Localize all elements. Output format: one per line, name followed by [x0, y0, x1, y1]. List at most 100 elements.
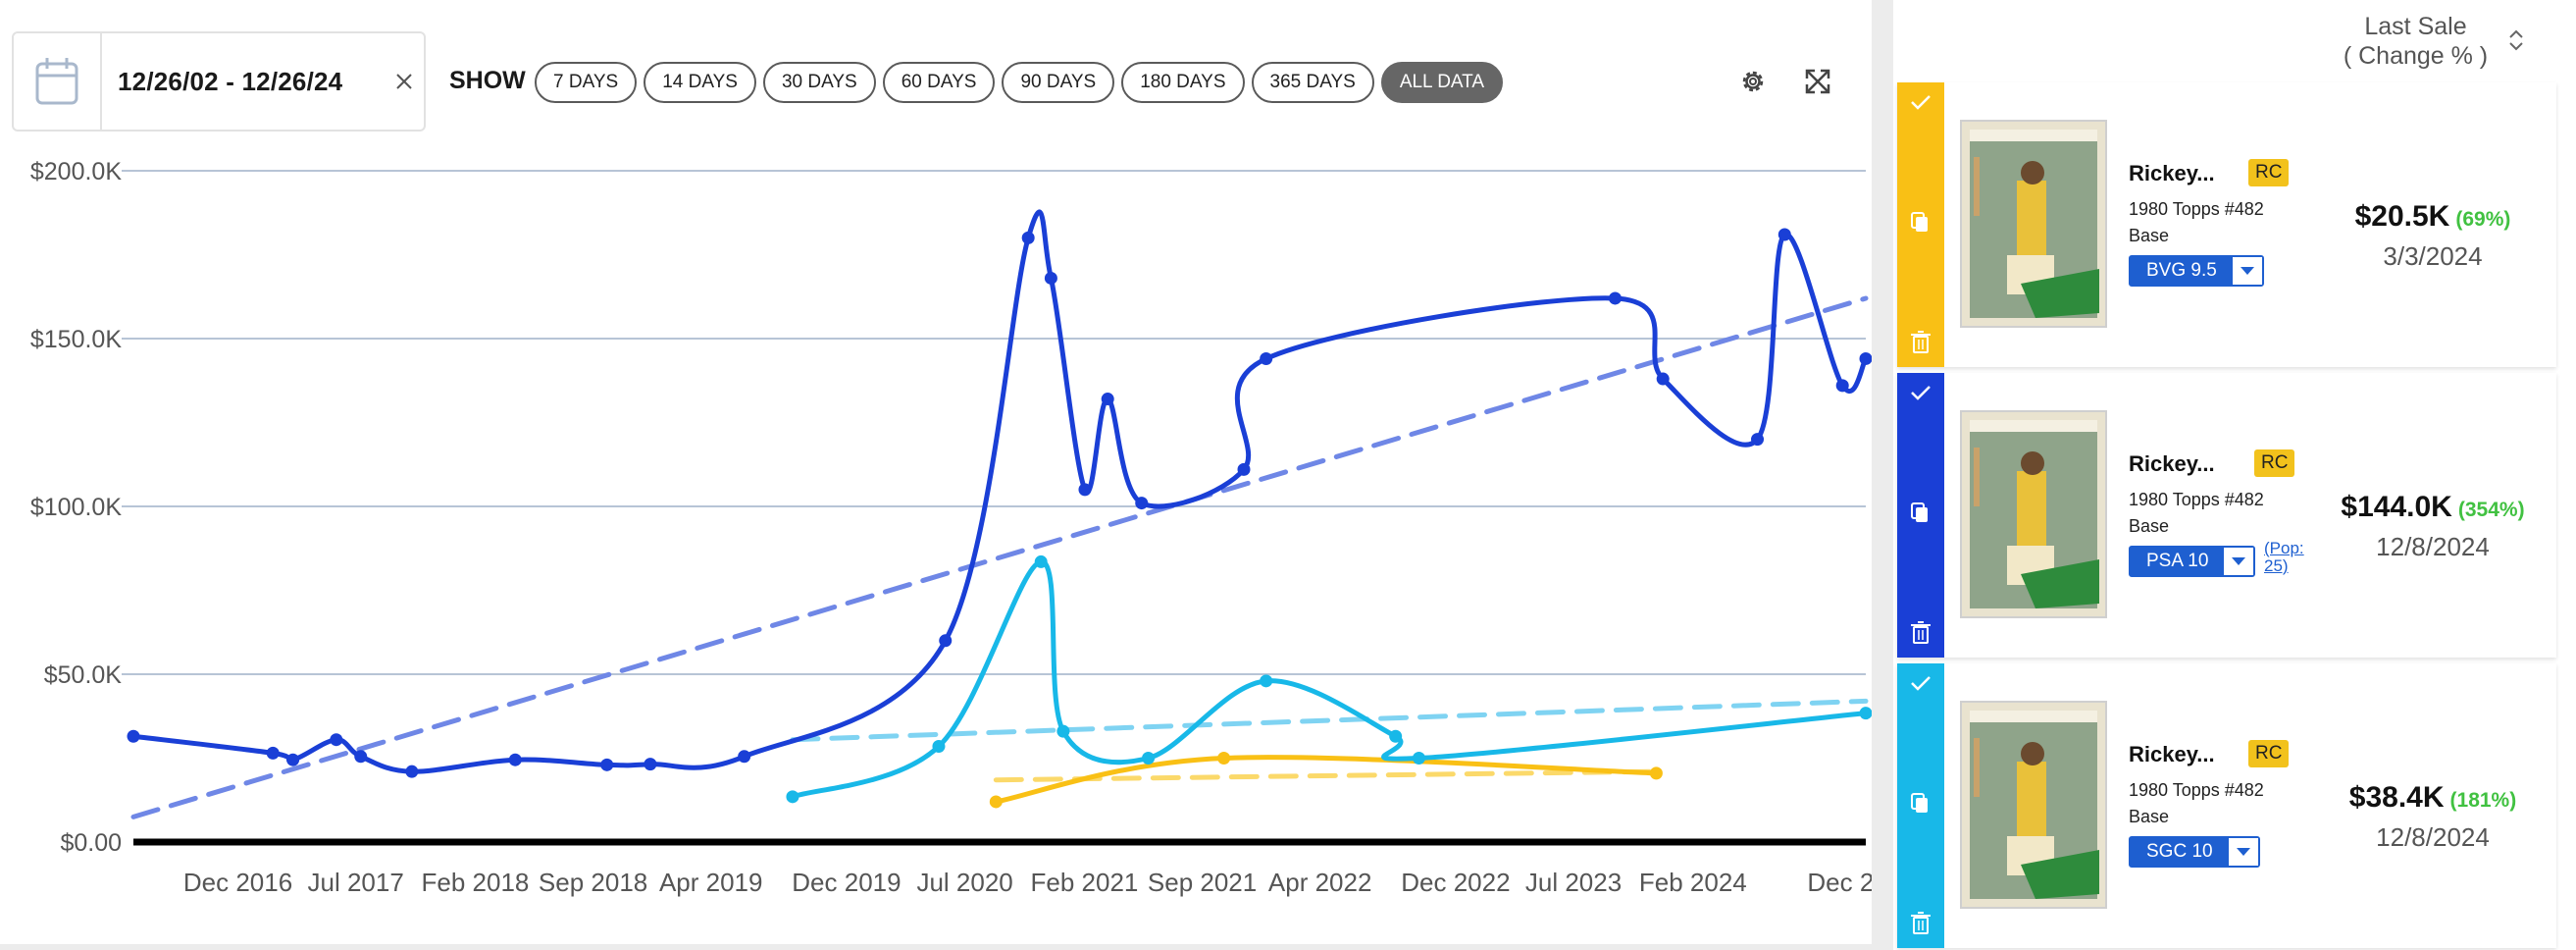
copy-icon[interactable] — [1909, 791, 1932, 821]
population-link[interactable]: (Pop: 25) — [2264, 539, 2304, 575]
range-7-days-button[interactable]: 7 DAYS — [535, 62, 638, 103]
range-14-days-button[interactable]: 14 DAYS — [644, 62, 756, 103]
series-line — [130, 209, 1869, 774]
card-set-name: 1980 Topps #482 — [2129, 199, 2264, 219]
range-90-days-button[interactable]: 90 DAYS — [1002, 62, 1115, 103]
check-icon[interactable] — [1909, 383, 1932, 407]
data-point — [1649, 766, 1663, 780]
grade-value[interactable]: PSA 10 — [2131, 548, 2225, 575]
range-365-days-button[interactable]: 365 DAYS — [1251, 62, 1374, 103]
data-point — [1237, 462, 1251, 476]
bottom-border — [0, 944, 1872, 950]
sort-header-subtitle[interactable]: ( Change % ) — [2343, 42, 2489, 70]
price-chart: $0.00 $50.0K $100.0K $150.0K $200.0K Dec 2016… — [30, 158, 1872, 897]
grade-value[interactable]: SGC 10 — [2131, 838, 2229, 866]
calendar-icon[interactable] — [14, 33, 102, 130]
data-point — [266, 746, 280, 760]
data-point — [1608, 291, 1622, 305]
x-tick-label: Apr 2019 — [659, 868, 763, 897]
card-item[interactable]: Rickey... RC 1980 Topps #482 Base PSA 10… — [1897, 373, 2556, 658]
chevron-down-icon[interactable] — [2228, 838, 2258, 866]
data-point — [1260, 352, 1273, 366]
y-tick-label: $150.0K — [30, 326, 122, 353]
card-image[interactable] — [1960, 410, 2107, 618]
last-sale-price: $38.4K — [2348, 781, 2445, 814]
card-player-name[interactable]: Rickey... — [2129, 161, 2215, 185]
last-sale-price: $20.5K — [2354, 200, 2450, 233]
card-item[interactable]: Rickey... RC 1980 Topps #482 Base SGC 10… — [1897, 663, 2556, 948]
data-point — [738, 750, 751, 764]
y-tick-label: $200.0K — [30, 158, 122, 185]
chart-panel: $0.00 $50.0K $100.0K $150.0K $200.0K Dec 2016… — [12, 31, 1872, 897]
data-point — [1142, 752, 1156, 765]
date-range-picker[interactable]: 12/26/02 - 12/26/24 — [12, 31, 426, 132]
card-variant: Base — [2129, 516, 2170, 536]
x-tick-label: Feb 2021 — [1031, 868, 1139, 897]
x-tick-label: Jul 2020 — [916, 868, 1012, 897]
price-change: (354%) — [2457, 499, 2525, 521]
x-tick-label: Dec 2019 — [792, 868, 901, 897]
grade-value[interactable]: BVG 9.5 — [2131, 257, 2233, 285]
expand-icon[interactable] — [1803, 67, 1832, 101]
grade-select[interactable]: BVG 9.5 — [2129, 255, 2264, 287]
grade-select[interactable]: PSA 10 — [2129, 546, 2256, 577]
data-point — [600, 758, 614, 771]
data-point — [932, 740, 946, 754]
x-tick-label: Apr 2022 — [1268, 868, 1372, 897]
data-point — [1656, 372, 1670, 386]
last-sale-block: $20.5K (69%) 3/3/2024 — [2329, 200, 2537, 272]
show-label: SHOW — [449, 67, 526, 94]
trash-icon[interactable] — [1909, 620, 1932, 651]
card-set-name: 1980 Topps #482 — [2129, 780, 2264, 800]
series-line — [790, 558, 1869, 800]
trash-icon[interactable] — [1909, 330, 1932, 360]
check-icon[interactable] — [1909, 673, 1932, 698]
last-sale-date: 12/8/2024 — [2376, 532, 2490, 561]
card-image[interactable] — [1960, 120, 2107, 328]
check-icon[interactable] — [1909, 92, 1932, 117]
copy-icon[interactable] — [1909, 210, 1932, 240]
card-variant: Base — [2129, 807, 2170, 826]
data-point — [1135, 497, 1149, 510]
range-all-data-button[interactable]: ALL DATA — [1380, 62, 1504, 103]
data-point — [1056, 724, 1070, 738]
clear-date-icon[interactable] — [385, 73, 424, 90]
last-sale-block: $144.0K (354%) 12/8/2024 — [2329, 491, 2537, 562]
x-tick-label: Feb 2018 — [422, 868, 530, 897]
last-sale-block: $38.4K (181%) 12/8/2024 — [2329, 781, 2537, 853]
card-variant: Base — [2129, 226, 2170, 245]
data-point — [1260, 674, 1273, 688]
data-point — [286, 753, 300, 766]
data-point — [1777, 228, 1791, 241]
data-point — [1389, 729, 1403, 743]
x-tick-label: Sep 2018 — [539, 868, 647, 897]
card-item[interactable]: Rickey... RC 1980 Topps #482 Base BVG 9.… — [1897, 82, 2556, 367]
x-tick-label: Feb 2024 — [1639, 868, 1747, 897]
sort-header[interactable]: Last Sale ( Change % ) — [2330, 12, 2501, 71]
sort-arrows-icon[interactable] — [2507, 27, 2525, 58]
data-point — [644, 758, 657, 771]
chevron-down-icon[interactable] — [2232, 257, 2262, 285]
card-player-name[interactable]: Rickey... — [2129, 742, 2215, 766]
data-point — [1412, 752, 1425, 765]
x-tick-label: Dec 2016 — [183, 868, 292, 897]
card-image[interactable] — [1960, 701, 2107, 909]
trash-icon[interactable] — [1909, 911, 1932, 941]
grade-select[interactable]: SGC 10 — [2129, 836, 2260, 868]
range-30-days-button[interactable]: 30 DAYS — [762, 62, 876, 103]
copy-icon[interactable] — [1909, 501, 1932, 531]
sort-header-title[interactable]: Last Sale — [2364, 13, 2467, 40]
data-point — [330, 733, 343, 747]
gear-icon[interactable] — [1738, 67, 1768, 101]
x-tick-label: Jul 2023 — [1525, 868, 1622, 897]
range-180-days-button[interactable]: 180 DAYS — [1121, 62, 1245, 103]
x-tick-label: Dec 2024 — [1807, 868, 1872, 897]
range-60-days-button[interactable]: 60 DAYS — [882, 62, 996, 103]
card-set-info: 1980 Topps #482 Base — [2129, 777, 2264, 830]
data-point — [1217, 752, 1231, 765]
data-point — [1859, 707, 1872, 720]
card-player-name[interactable]: Rickey... — [2129, 451, 2215, 476]
chevron-down-icon[interactable] — [2224, 548, 2254, 575]
series-line — [993, 755, 1659, 805]
date-range-text[interactable]: 12/26/02 - 12/26/24 — [118, 66, 343, 96]
